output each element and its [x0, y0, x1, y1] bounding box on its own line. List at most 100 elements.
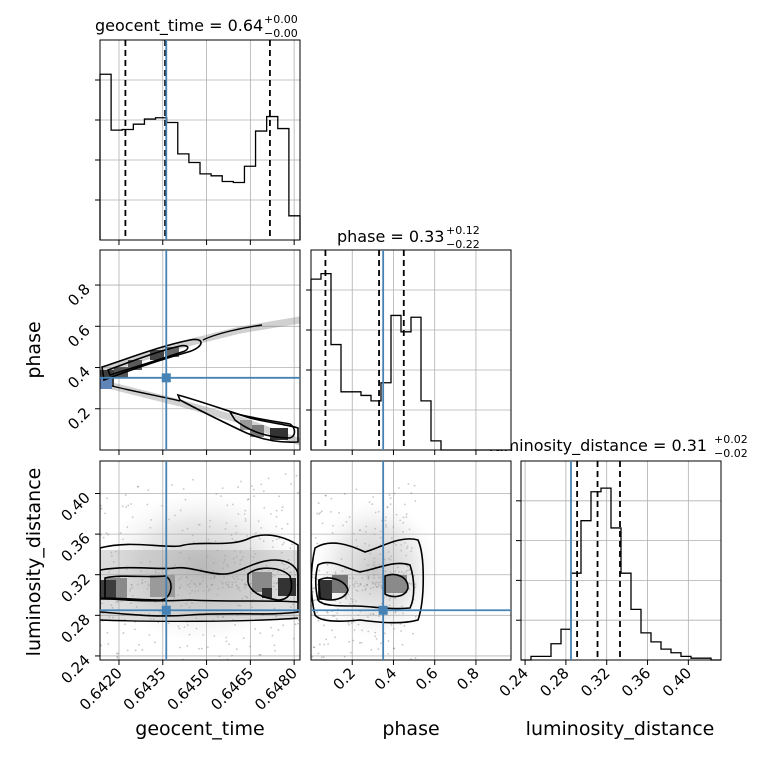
scatter-point [186, 645, 189, 647]
xlabel-geocent-time: geocent_time [135, 718, 264, 740]
scatter-point [274, 649, 276, 652]
title-phase: phase = 0.33 [337, 227, 444, 246]
x-tick-label: 0.40 [659, 664, 695, 700]
title-geocent-time-uncertainty: +0.00 −0.00 [264, 13, 298, 40]
scatter-point [343, 655, 346, 658]
grid-lines [100, 40, 300, 240]
ylabel-phase: phase [23, 321, 45, 378]
contour-line [384, 573, 409, 598]
scatter-point [259, 653, 262, 656]
x-tick-label: 0.6435 [120, 664, 170, 714]
truth-marker [161, 373, 171, 383]
contour-line [100, 534, 299, 617]
truth-marker [161, 605, 171, 615]
density-phase-vs-luminosity-distance [310, 460, 512, 665]
svg-text:+0.00: +0.00 [264, 13, 298, 26]
xlabel-luminosity-distance: luminosity_distance [526, 718, 715, 740]
scatter-point [182, 488, 185, 490]
scatter-point [126, 649, 129, 652]
scatter-point [330, 497, 333, 500]
scatter-point [352, 639, 355, 642]
scatter-point [231, 654, 233, 657]
scatter-cloud [313, 500, 438, 640]
scatter-point [372, 496, 375, 498]
density-block [100, 580, 116, 600]
scatter-point [100, 644, 103, 647]
scatter-point [107, 643, 110, 645]
scatter-point [147, 489, 150, 491]
scatter-point [218, 655, 221, 658]
scatter-point [348, 640, 351, 643]
scatter-point [387, 652, 390, 655]
scatter-point [407, 483, 410, 485]
density-block [240, 420, 252, 430]
scatter-point [171, 483, 173, 486]
contour-line [247, 567, 293, 601]
scatter-point [192, 478, 194, 481]
scatter-point [349, 651, 352, 654]
scatter-point [387, 640, 390, 642]
scatter-point [358, 642, 361, 644]
density-block [150, 575, 175, 597]
scatter-point [324, 494, 327, 497]
x-tick-label: 0.8 [453, 664, 483, 694]
scatter-point [414, 657, 417, 660]
y-tick-label: 0.32 [57, 570, 93, 606]
x-tick-label: 0.6465 [207, 664, 257, 714]
scatter-point [380, 642, 382, 645]
truth-marker [378, 605, 388, 615]
density-geocent-time-vs-luminosity-distance [95, 460, 301, 665]
scatter-point [273, 644, 276, 647]
title-luminosity-distance: luminosity_distance = 0.31 [489, 436, 707, 456]
svg-text:+0.12: +0.12 [446, 224, 480, 237]
x-tick-label: 0.32 [577, 664, 613, 700]
axes-frame [99, 249, 301, 451]
contour-line [176, 393, 299, 443]
x-tick-label: 0.24 [496, 664, 532, 700]
x-tick-label: 0.6480 [251, 664, 301, 714]
density-block [385, 575, 407, 593]
y-tick-label: 0.4 [64, 363, 94, 393]
scatter-point [322, 656, 325, 659]
scatter-point [410, 492, 413, 495]
xlabel-phase: phase [382, 718, 439, 740]
title-luminosity-distance-uncertainty: +0.02 −0.02 [714, 433, 748, 460]
density-block [278, 578, 296, 596]
scatter-point [393, 647, 396, 650]
contour-line [100, 559, 299, 603]
scatter-point [117, 652, 119, 655]
y-tick-label: 0.36 [57, 529, 93, 565]
scatter-point [389, 497, 392, 500]
contour-line [106, 344, 189, 376]
density-block [100, 377, 112, 389]
svg-text:−0.02: −0.02 [714, 447, 748, 460]
histogram-step-line [310, 272, 511, 451]
scatter-point [136, 485, 139, 488]
scatter-point [251, 485, 253, 487]
y-tick-label: 0.40 [57, 489, 93, 525]
scatter-point [392, 647, 395, 650]
x-tick-label: 0.4 [371, 664, 401, 694]
contour-line [311, 538, 425, 624]
axes-frame [99, 460, 301, 661]
scatter-point [137, 485, 140, 488]
svg-text:+0.02: +0.02 [714, 433, 748, 446]
density-block [165, 347, 179, 357]
y-tick-label: 0.24 [57, 651, 93, 687]
scatter-point [370, 648, 373, 651]
scatter-point [228, 643, 230, 646]
scatter-point [258, 653, 261, 656]
scatter-point [235, 648, 238, 651]
contour-line [111, 385, 181, 402]
y-tick-label: 0.28 [57, 610, 93, 646]
scatter-point [318, 643, 321, 646]
scatter-point [116, 656, 119, 659]
density-block [332, 575, 348, 593]
title-geocent-time: geocent_time = 0.64 [95, 16, 263, 36]
scatter-point [206, 646, 209, 649]
y-tick-label: 0.6 [64, 321, 94, 351]
scatter-point [313, 646, 316, 649]
scatter-point [295, 474, 298, 477]
contour-line [228, 410, 296, 439]
